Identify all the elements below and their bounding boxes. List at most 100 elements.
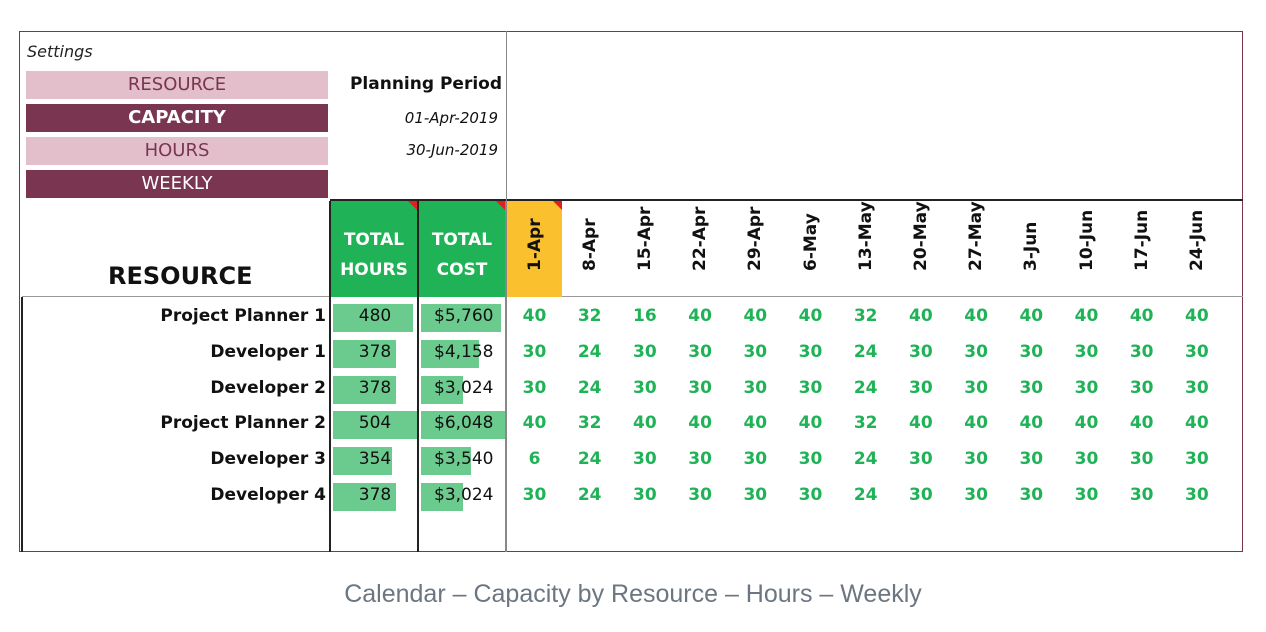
weekly-capacity-cell[interactable]: 24 <box>853 341 878 362</box>
weekly-capacity-cell[interactable]: 30 <box>1074 485 1099 505</box>
weekly-capacity-cell[interactable]: 24 <box>577 377 602 398</box>
weekly-capacity-cell[interactable]: 24 <box>577 341 602 362</box>
weekly-capacity-cell[interactable]: 30 <box>1129 377 1154 398</box>
weekly-capacity-cell[interactable]: 30 <box>688 449 712 470</box>
total-cost-value[interactable]: $3,540 <box>434 449 494 470</box>
hours-toggle-button[interactable]: HOURS <box>26 137 328 165</box>
weekly-capacity-cell[interactable]: 30 <box>964 449 988 470</box>
weekly-capacity-cell[interactable]: 40 <box>909 413 933 434</box>
weekly-capacity-cell[interactable]: 30 <box>688 341 712 362</box>
weekly-capacity-cell[interactable]: 40 <box>1185 413 1209 434</box>
weekly-capacity-cell[interactable]: 24 <box>577 485 602 505</box>
capacity-toggle-button[interactable]: CAPACITY <box>26 104 328 132</box>
weekly-capacity-cell[interactable]: 30 <box>1074 449 1099 470</box>
planning-start-date[interactable]: 01-Apr-2019 <box>404 109 498 127</box>
week-header[interactable]: 17-Jun <box>1114 201 1169 297</box>
resource-toggle-button[interactable]: RESOURCE <box>26 71 328 99</box>
weekly-capacity-cell[interactable]: 30 <box>743 341 768 362</box>
weekly-capacity-cell[interactable]: 30 <box>743 485 768 505</box>
weekly-capacity-cell[interactable]: 40 <box>964 413 988 434</box>
weekly-capacity-cell[interactable]: 40 <box>522 306 547 326</box>
total-hours-value[interactable]: 378 <box>358 485 392 505</box>
total-hours-value[interactable]: 504 <box>358 413 392 434</box>
week-header[interactable]: 24-Jun <box>1169 201 1224 297</box>
weekly-capacity-cell[interactable]: 24 <box>853 377 878 398</box>
weekly-capacity-cell[interactable]: 30 <box>909 485 933 505</box>
week-header[interactable]: 1-Apr <box>507 201 562 297</box>
weekly-capacity-cell[interactable]: 40 <box>743 413 768 434</box>
weekly-capacity-cell[interactable]: 30 <box>633 341 657 362</box>
resource-name[interactable]: Developer 3 <box>210 449 326 470</box>
weekly-capacity-cell[interactable]: 30 <box>688 485 712 505</box>
resource-name[interactable]: Developer 2 <box>210 377 326 398</box>
weekly-capacity-cell[interactable]: 30 <box>688 377 712 398</box>
weekly-capacity-cell[interactable]: 30 <box>1074 341 1099 362</box>
weekly-capacity-cell[interactable]: 30 <box>522 485 547 505</box>
total-hours-value[interactable]: 378 <box>358 377 392 398</box>
weekly-capacity-cell[interactable]: 40 <box>964 306 988 326</box>
weekly-capacity-cell[interactable]: 30 <box>743 377 768 398</box>
weekly-capacity-cell[interactable]: 6 <box>528 449 541 470</box>
weekly-capacity-cell[interactable]: 32 <box>853 306 878 326</box>
weekly-capacity-cell[interactable]: 30 <box>909 449 933 470</box>
weekly-capacity-cell[interactable]: 40 <box>743 306 768 326</box>
weekly-toggle-button[interactable]: WEEKLY <box>26 170 328 198</box>
total-cost-value[interactable]: $5,760 <box>434 306 494 326</box>
resource-name[interactable]: Project Planner 1 <box>160 306 326 326</box>
planning-end-date[interactable]: 30-Jun-2019 <box>406 141 498 159</box>
week-header[interactable]: 15-Apr <box>617 201 672 297</box>
weekly-capacity-cell[interactable]: 30 <box>1019 485 1044 505</box>
week-header[interactable]: 29-Apr <box>728 201 783 297</box>
total-cost-value[interactable]: $4,158 <box>434 341 494 362</box>
week-header[interactable]: 13-May <box>838 201 893 297</box>
weekly-capacity-cell[interactable]: 30 <box>522 377 547 398</box>
resource-name[interactable]: Developer 4 <box>210 485 326 505</box>
weekly-capacity-cell[interactable]: 30 <box>1185 341 1209 362</box>
week-header[interactable]: 22-Apr <box>673 201 728 297</box>
weekly-capacity-cell[interactable]: 30 <box>909 341 933 362</box>
weekly-capacity-cell[interactable]: 32 <box>853 413 878 434</box>
weekly-capacity-cell[interactable]: 30 <box>633 377 657 398</box>
weekly-capacity-cell[interactable]: 30 <box>964 485 988 505</box>
weekly-capacity-cell[interactable]: 30 <box>743 449 768 470</box>
weekly-capacity-cell[interactable]: 30 <box>1185 485 1209 505</box>
weekly-capacity-cell[interactable]: 40 <box>1019 306 1044 326</box>
week-header[interactable]: 6-May <box>783 201 838 297</box>
weekly-capacity-cell[interactable]: 40 <box>633 413 657 434</box>
total-cost-value[interactable]: $3,024 <box>434 485 494 505</box>
total-hours-value[interactable]: 480 <box>358 306 392 326</box>
weekly-capacity-cell[interactable]: 40 <box>1074 306 1099 326</box>
weekly-capacity-cell[interactable]: 30 <box>1185 377 1209 398</box>
weekly-capacity-cell[interactable]: 30 <box>1129 341 1154 362</box>
total-hours-value[interactable]: 354 <box>358 449 392 470</box>
weekly-capacity-cell[interactable]: 30 <box>522 341 547 362</box>
weekly-capacity-cell[interactable]: 40 <box>1129 413 1154 434</box>
weekly-capacity-cell[interactable]: 40 <box>522 413 547 434</box>
weekly-capacity-cell[interactable]: 30 <box>909 377 933 398</box>
weekly-capacity-cell[interactable]: 40 <box>688 413 712 434</box>
weekly-capacity-cell[interactable]: 40 <box>909 306 933 326</box>
weekly-capacity-cell[interactable]: 30 <box>1019 377 1044 398</box>
week-header[interactable]: 8-Apr <box>562 201 617 297</box>
weekly-capacity-cell[interactable]: 40 <box>798 306 823 326</box>
weekly-capacity-cell[interactable]: 24 <box>853 485 878 505</box>
total-cost-value[interactable]: $3,024 <box>434 377 494 398</box>
weekly-capacity-cell[interactable]: 30 <box>1129 449 1154 470</box>
weekly-capacity-cell[interactable]: 30 <box>633 449 657 470</box>
weekly-capacity-cell[interactable]: 30 <box>964 377 988 398</box>
weekly-capacity-cell[interactable]: 32 <box>577 306 602 326</box>
weekly-capacity-cell[interactable]: 40 <box>1019 413 1044 434</box>
total-cost-value[interactable]: $6,048 <box>434 413 494 434</box>
weekly-capacity-cell[interactable]: 30 <box>1185 449 1209 470</box>
week-header[interactable]: 27-May <box>949 201 1004 297</box>
weekly-capacity-cell[interactable]: 30 <box>798 341 823 362</box>
weekly-capacity-cell[interactable]: 16 <box>633 306 657 326</box>
weekly-capacity-cell[interactable]: 32 <box>577 413 602 434</box>
weekly-capacity-cell[interactable]: 30 <box>633 485 657 505</box>
weekly-capacity-cell[interactable]: 40 <box>1129 306 1154 326</box>
total-cost-header[interactable]: TOTAL COST <box>419 201 505 297</box>
weekly-capacity-cell[interactable]: 40 <box>798 413 823 434</box>
resource-name[interactable]: Developer 1 <box>210 341 326 362</box>
weekly-capacity-cell[interactable]: 30 <box>1129 485 1154 505</box>
week-header[interactable]: 20-May <box>893 201 948 297</box>
